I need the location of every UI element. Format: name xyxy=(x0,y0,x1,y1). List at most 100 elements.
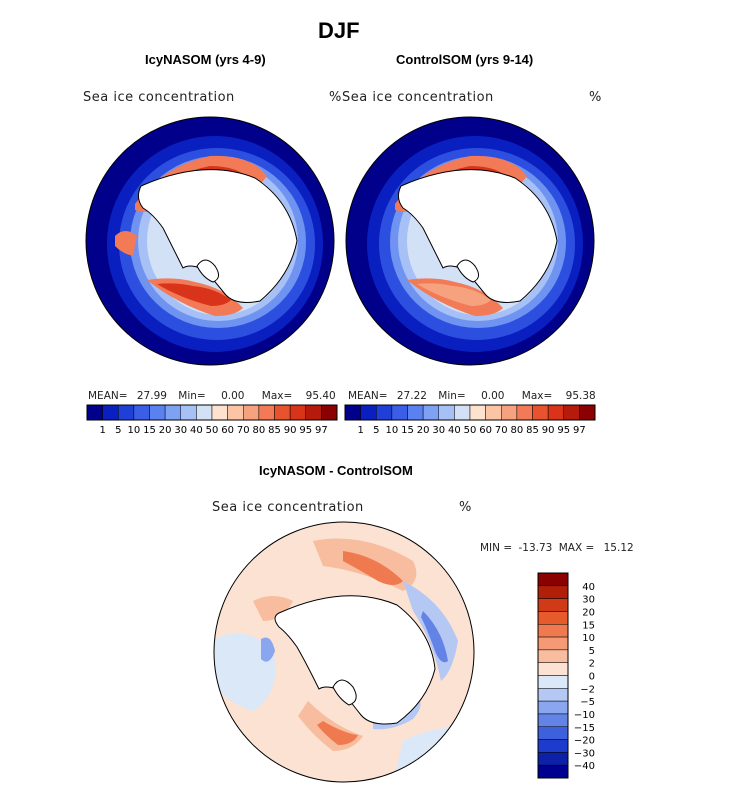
colorbar-segment xyxy=(102,404,119,421)
stat-mean-label: MEAN= xyxy=(88,390,128,402)
colorbar-tick-label: 60 xyxy=(221,425,234,436)
colorbar-segment xyxy=(376,404,393,421)
stat-max-label: Max= xyxy=(521,390,553,402)
panel-right-stats: MEAN= 27.22 Min= 0.00 Max= 95.38 xyxy=(348,390,596,402)
diff-minmax: MIN = -13.73 MAX = 15.12 xyxy=(480,542,634,554)
panel-left-unit: % xyxy=(329,90,342,105)
colorbar-segment xyxy=(149,404,166,421)
colorbar-tick-label: 30 xyxy=(582,595,595,606)
colorbar-tick-label: 20 xyxy=(582,607,595,618)
colorbar-tick-label: 1 xyxy=(99,425,105,436)
colorbar-tick-label: 20 xyxy=(417,425,430,436)
panel-right-variable: Sea ice concentration xyxy=(342,90,494,105)
colorbar-segment xyxy=(579,404,596,421)
colorbar-segment xyxy=(454,404,471,421)
colorbar-segment xyxy=(407,404,424,421)
colorbar-segment xyxy=(321,404,338,421)
colorbar-tick-label: 40 xyxy=(190,425,203,436)
stat-min-value: 0.00 xyxy=(481,390,505,402)
colorbar-segment xyxy=(537,688,569,702)
colorbar-tick-label: 95 xyxy=(299,425,312,436)
colorbar-tick-label: 90 xyxy=(284,425,297,436)
diff-min-label: MIN = xyxy=(480,542,513,554)
colorbar-tick-label: −20 xyxy=(574,736,595,747)
colorbar-tick-label: 30 xyxy=(174,425,187,436)
map-right-controlsom xyxy=(345,116,595,366)
chart-title: DJF xyxy=(318,18,360,43)
colorbar-tick-label: 1 xyxy=(357,425,363,436)
colorbar-segment xyxy=(164,404,181,421)
colorbar-right: 1 5 10 15 20 30 40 50 60 70 80 85 90 95 97 xyxy=(344,404,596,436)
colorbar-tick-label: −30 xyxy=(574,748,595,759)
panel-left-variable: Sea ice concentration xyxy=(83,90,235,105)
colorbar-segment xyxy=(118,404,135,421)
colorbar-segment xyxy=(537,572,569,587)
stat-max-label: Max= xyxy=(261,390,293,402)
panel-left-stats: MEAN= 27.99 Min= 0.00 Max= 95.40 xyxy=(88,390,336,402)
colorbar-segment xyxy=(537,764,569,779)
colorbar-segment xyxy=(485,404,502,421)
colorbar-tick-label: 50 xyxy=(464,425,477,436)
colorbar-segment xyxy=(438,404,455,421)
colorbar-segment xyxy=(537,649,569,663)
colorbar-segment xyxy=(86,404,103,421)
map-difference xyxy=(213,521,475,783)
colorbar-segment xyxy=(305,404,322,421)
stat-min-label: Min= xyxy=(438,390,466,402)
colorbar-segment xyxy=(227,404,244,421)
colorbar-tick-label: 20 xyxy=(159,425,172,436)
diff-max-value: 15.12 xyxy=(603,542,634,554)
colorbar-tick-label: −10 xyxy=(574,710,595,721)
colorbar-tick-label: 70 xyxy=(495,425,508,436)
colorbar-segment xyxy=(537,675,569,689)
colorbar-tick-label: 10 xyxy=(128,425,141,436)
colorbar-tick-label: 40 xyxy=(448,425,461,436)
colorbar-segment xyxy=(537,726,569,740)
colorbar-tick-label: 70 xyxy=(237,425,250,436)
colorbar-segment xyxy=(516,404,533,421)
colorbar-segment xyxy=(537,713,569,727)
stat-mean-value: 27.22 xyxy=(396,390,427,402)
colorbar-tick-label: 95 xyxy=(557,425,570,436)
colorbar-segment xyxy=(537,700,569,715)
colorbar-tick-label: 2 xyxy=(589,659,595,670)
colorbar-segment xyxy=(360,404,377,421)
colorbar-segment xyxy=(537,739,569,753)
colorbar-segment xyxy=(196,404,213,421)
panel-left-title: IcyNASOM (yrs 4-9) xyxy=(145,52,266,67)
colorbar-tick-label: 80 xyxy=(253,425,266,436)
stat-min-label: Min= xyxy=(178,390,206,402)
stat-min-value: 0.00 xyxy=(221,390,245,402)
colorbar-segment xyxy=(563,404,580,421)
colorbar-tick-label: 10 xyxy=(582,633,595,644)
colorbar-tick-label: −15 xyxy=(574,723,595,734)
diff-panel-title: IcyNASOM - ControlSOM xyxy=(259,463,413,478)
colorbar-segment xyxy=(133,404,150,421)
colorbar-segment xyxy=(469,404,486,421)
colorbar-tick-label: −5 xyxy=(580,697,595,708)
panel-right-title: ControlSOM (yrs 9-14) xyxy=(396,52,534,67)
stat-mean-label: MEAN= xyxy=(348,390,388,402)
colorbar-segment xyxy=(537,611,569,625)
colorbar-tick-label: 0 xyxy=(589,672,595,683)
colorbar-segment xyxy=(537,636,569,651)
map-left-icynasom xyxy=(85,116,335,366)
colorbar-tick-label: −2 xyxy=(580,684,595,695)
colorbar-tick-label: 50 xyxy=(206,425,219,436)
colorbar-segment xyxy=(537,662,569,676)
colorbar-segment xyxy=(532,404,549,421)
colorbar-segment xyxy=(537,752,569,766)
diff-panel-unit: % xyxy=(459,500,472,515)
colorbar-tick-label: 97 xyxy=(573,425,586,436)
colorbar-tick-label: 85 xyxy=(526,425,539,436)
colorbar-segment xyxy=(547,404,564,421)
panel-right-unit: % xyxy=(589,90,602,105)
colorbar-segment xyxy=(422,404,439,421)
colorbar-tick-label: 90 xyxy=(542,425,555,436)
colorbar-segment xyxy=(537,585,569,599)
colorbar-tick-label: 15 xyxy=(582,620,595,631)
diff-min-value: -13.73 xyxy=(518,542,553,554)
stat-mean-value: 27.99 xyxy=(136,390,167,402)
colorbar-segment xyxy=(258,404,275,421)
